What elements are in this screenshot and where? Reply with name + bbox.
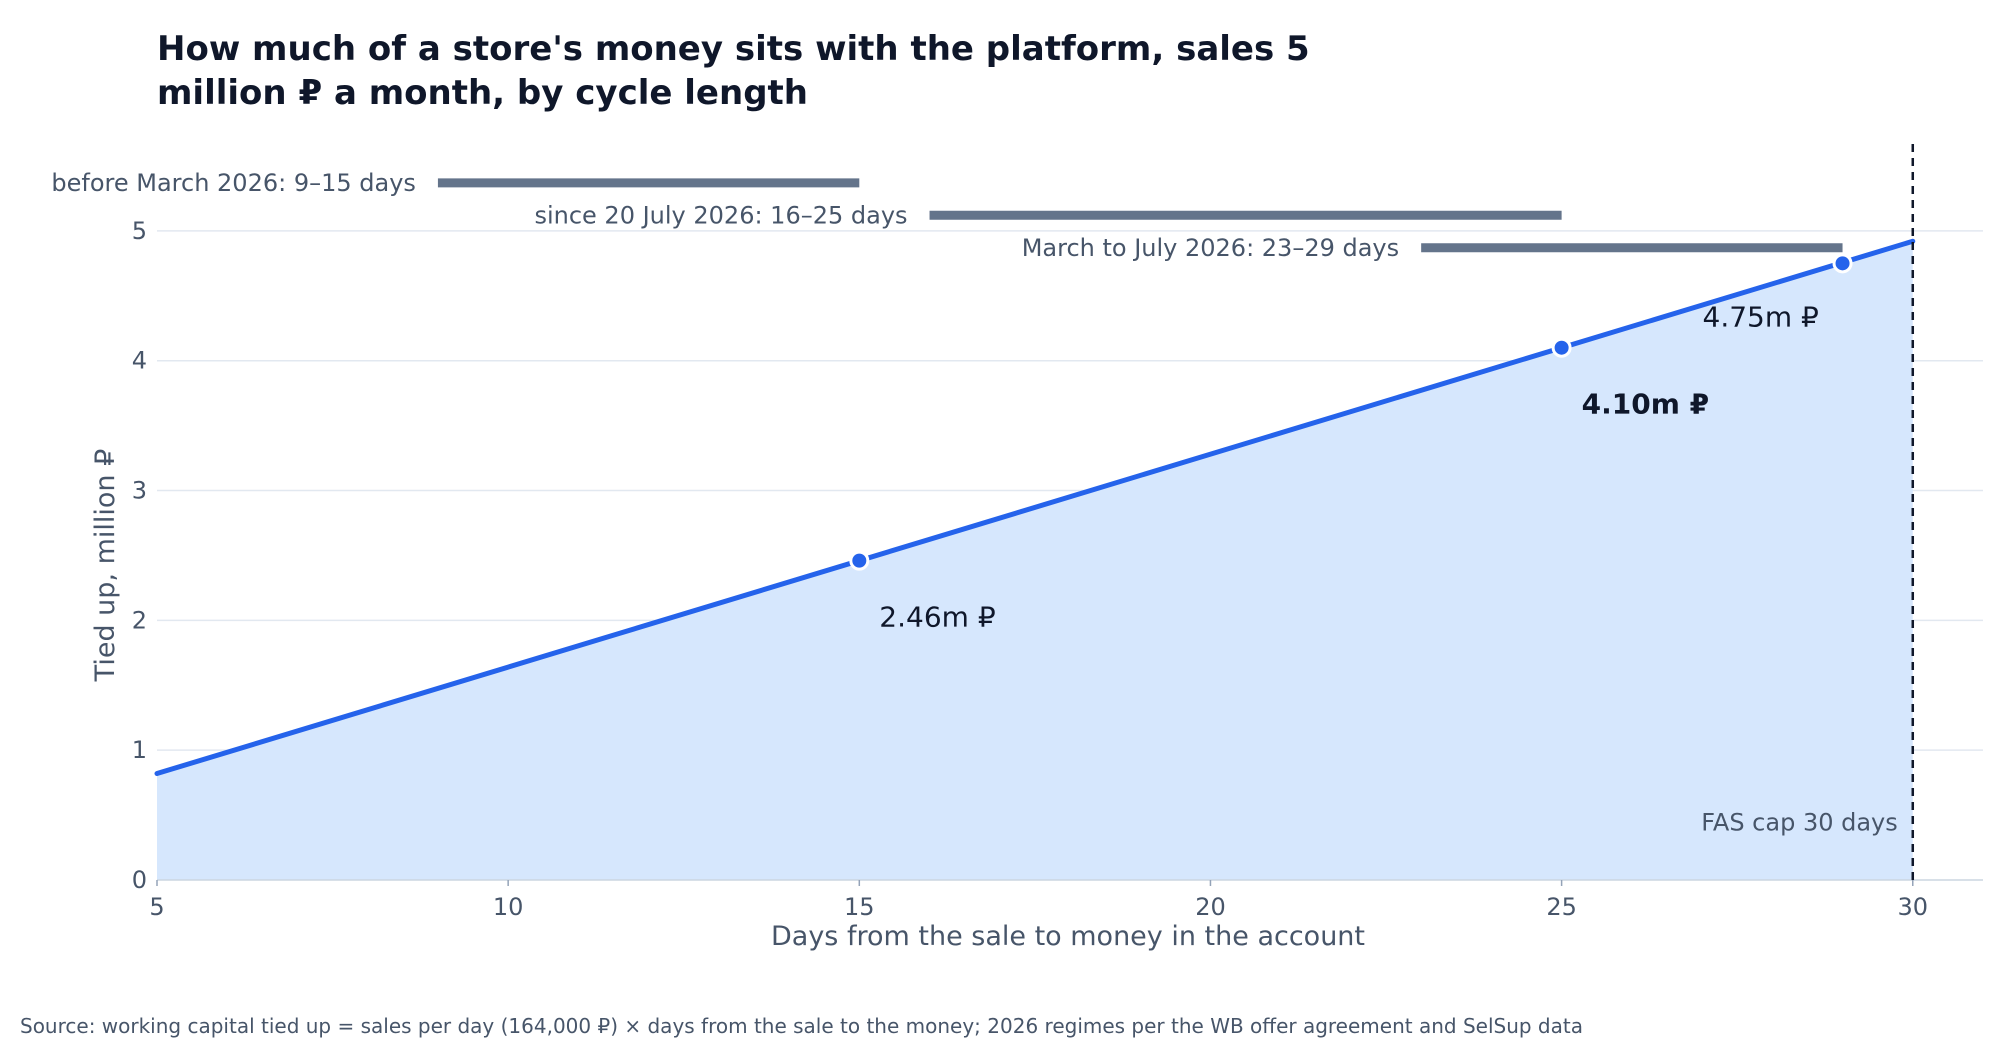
source-note: Source: working capital tied up = sales … xyxy=(20,1014,1583,1038)
area-layer xyxy=(154,238,1916,880)
y-tick-label-5: 5 xyxy=(132,217,147,245)
area-fill xyxy=(157,241,1913,880)
x-tick-label-30: 30 xyxy=(1897,893,1928,921)
x-tick-label-25: 25 xyxy=(1546,893,1577,921)
data-label-2: 4.75m ₽ xyxy=(1703,300,1819,333)
y-tick-label-1: 1 xyxy=(132,736,147,764)
chart-title-line-2: million ₽ a month, by cycle length xyxy=(157,73,808,113)
marker-point-0 xyxy=(849,550,870,571)
x-tick-label-10: 10 xyxy=(493,893,524,921)
regime-label-2: March to July 2026: 23–29 days xyxy=(1022,234,1399,262)
x-axis-label: Days from the sale to money in the accou… xyxy=(771,921,1365,952)
cap-label: FAS cap 30 days xyxy=(1701,809,1897,837)
x-tick-label-20: 20 xyxy=(1195,893,1226,921)
y-tick-label-0: 0 xyxy=(132,866,147,894)
axes: 0 1 2 3 4 5 5 10 15 20 25 30 xyxy=(132,217,1983,921)
markers: 2.46m ₽ 4.10m ₽ 4.75m ₽ xyxy=(849,253,1853,634)
data-label-1: 4.10m ₽ xyxy=(1582,388,1710,421)
chart-title-line-1: How much of a store's money sits with th… xyxy=(157,29,1310,69)
x-tick-label-5: 5 xyxy=(149,893,164,921)
y-tick-label-3: 3 xyxy=(132,477,147,505)
series-line xyxy=(154,238,1916,777)
y-tick-label-2: 2 xyxy=(132,606,147,634)
regime-label-0: before March 2026: 9–15 days xyxy=(51,169,416,197)
regime-label-1: since 20 July 2026: 16–25 days xyxy=(534,201,907,229)
cap-marker: FAS cap 30 days xyxy=(1701,144,1915,880)
y-axis-label: Tied up, million ₽ xyxy=(90,449,121,683)
marker-point-1 xyxy=(1551,337,1572,358)
marker-point-2 xyxy=(1832,253,1853,274)
data-label-0: 2.46m ₽ xyxy=(879,601,995,634)
y-tick-label-4: 4 xyxy=(132,347,147,375)
x-tick-label-15: 15 xyxy=(844,893,875,921)
regime-bars: before March 2026: 9–15 days since 20 Jul… xyxy=(51,169,1843,262)
